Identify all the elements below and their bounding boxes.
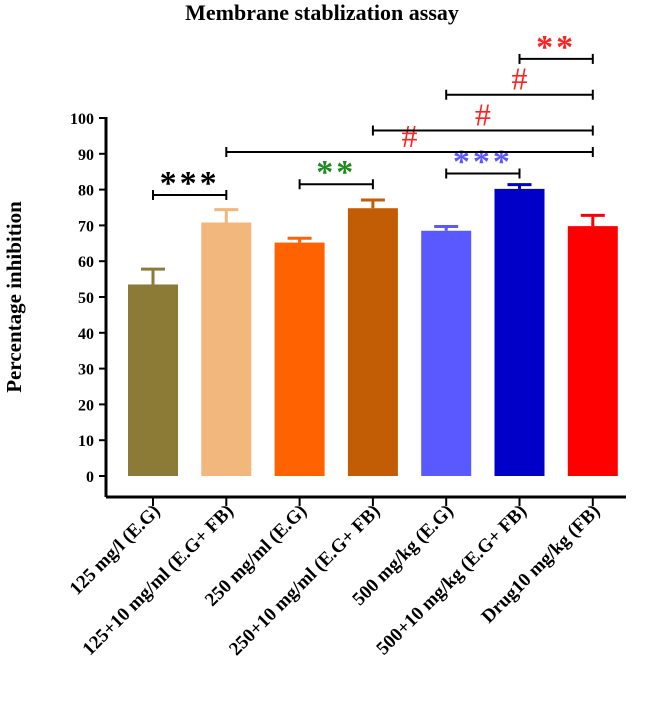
y-tick-label-100: 100 (70, 111, 94, 128)
y-tick-label-60: 60 (78, 254, 94, 271)
bar-5 (421, 230, 472, 476)
bar-1 (128, 284, 178, 476)
significance-bracket-4: # (225, 118, 594, 158)
significance-bracket-3: *** (445, 143, 521, 180)
chart-title: Membrane stablization assay (185, 0, 459, 25)
significance-label-1: *** (160, 165, 220, 202)
y-tick-label-20: 20 (78, 397, 94, 414)
significance-label-5: # (475, 97, 491, 133)
error-bars (141, 183, 605, 285)
bar-3 (274, 242, 325, 476)
y-tick-label-0: 0 (86, 469, 94, 486)
significance-label-4: # (402, 118, 418, 154)
significance-label-2: ** (316, 154, 356, 191)
y-tick-label-80: 80 (78, 183, 94, 200)
significance-annotations: *** ** ***###** (152, 29, 594, 202)
y-tick-label-70: 70 (78, 218, 94, 235)
bar-4 (347, 208, 398, 476)
significance-bracket-5: # (371, 97, 594, 136)
category-label-4: 250+10 mg/ml (E.G+ FB) (225, 501, 384, 660)
significance-label-6: # (512, 61, 528, 97)
significance-bracket-7: ** (518, 29, 594, 66)
significance-label-7: ** (536, 29, 576, 66)
significance-bracket-2: ** (298, 154, 374, 191)
significance-bracket-6: # (445, 61, 594, 100)
category-label-2: 125+10 mg/ml (E.G+ FB) (79, 501, 238, 660)
y-tick-label-10: 10 (78, 433, 94, 450)
significance-label-3: *** (453, 143, 513, 180)
bar-7 (567, 226, 618, 476)
category-label-6: 500+10 mg/kg (E.G+ FB) (372, 501, 531, 660)
y-axis-label: Percentage inhibition (2, 201, 26, 393)
y-tick-label-30: 30 (78, 362, 94, 379)
bar-2 (201, 222, 252, 476)
y-tick-label-40: 40 (78, 326, 94, 343)
x-axis-category-labels: 125 mg/l (E.G)125+10 mg/ml (E.G+ FB)250 … (66, 497, 604, 660)
bar-6 (494, 188, 545, 476)
y-tick-label-90: 90 (78, 147, 94, 164)
y-axis-ticks: 0 10 20 30 40 50 60 70 80 90 100 (70, 111, 106, 486)
y-tick-label-50: 50 (78, 290, 94, 307)
significance-bracket-1: *** (152, 165, 228, 202)
bars (128, 188, 618, 476)
